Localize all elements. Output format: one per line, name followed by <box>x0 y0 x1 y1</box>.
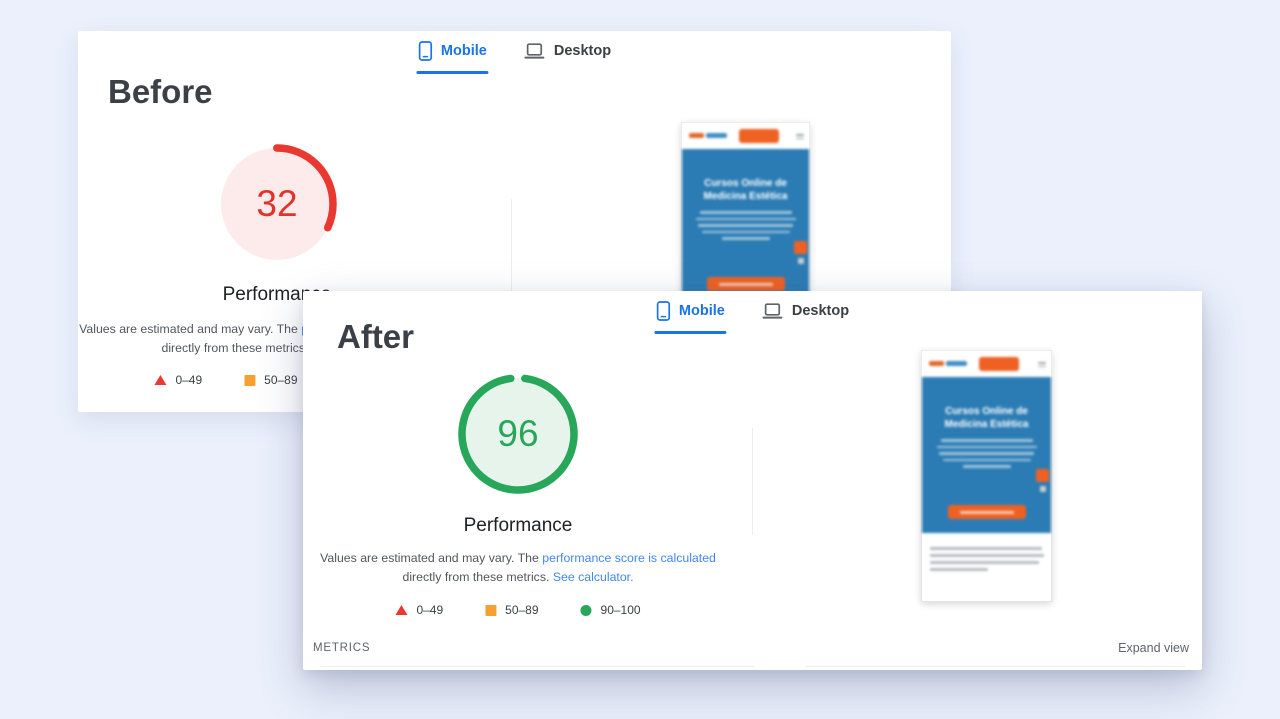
page-screenshot-thumbnail: Cursos Online de Medicina Estética <box>921 350 1052 602</box>
thumbnail-header-button <box>739 129 779 143</box>
metrics-divider-left <box>320 666 755 667</box>
gauge-fill-circle <box>462 378 574 490</box>
disclaimer-line-1: Values are estimated and may vary. The p… <box>320 551 716 565</box>
legend-pass: 90–100 <box>580 603 641 617</box>
performance-gauge: 32 <box>215 142 339 266</box>
legend-average: 50–89 <box>485 603 539 617</box>
thumbnail-header-button <box>979 357 1019 371</box>
thumbnail-close-icon <box>798 258 804 264</box>
section-divider <box>511 199 512 291</box>
average-square-icon <box>244 374 256 386</box>
page-title: After <box>337 318 415 355</box>
thumbnail-hero-section: Cursos Online de Medicina Estética <box>682 149 809 305</box>
thumbnail-site-header <box>682 123 809 149</box>
legend-average: 50–89 <box>244 373 298 387</box>
performance-label: Performance <box>463 515 573 536</box>
expand-view-button[interactable]: Expand view <box>1118 641 1189 655</box>
tab-mobile-label: Mobile <box>678 303 725 319</box>
metrics-divider-right <box>805 666 1185 667</box>
tab-mobile[interactable]: Mobile <box>653 301 727 334</box>
thumbnail-hero-title: Cursos Online de Medicina Estética <box>944 406 1029 430</box>
performance-score: 96 <box>497 413 539 454</box>
performance-gauge: 96 <box>456 372 580 496</box>
device-tabs: Mobile Desktop <box>415 41 613 74</box>
thumbnail-floating-badge <box>1036 469 1049 482</box>
average-square-icon <box>485 604 497 616</box>
metrics-footer: METRICS Expand view <box>313 641 1189 655</box>
thumbnail-floating-badge <box>794 241 807 254</box>
gauge-fill-circle <box>221 148 333 260</box>
fail-triangle-icon <box>154 375 167 385</box>
performance-score-link[interactable]: performance score is calculated <box>542 551 716 565</box>
mobile-phone-icon <box>418 41 432 61</box>
thumbnail-hero-section: Cursos Online de Medicina Estética <box>922 377 1051 533</box>
tab-desktop-label: Desktop <box>791 303 850 319</box>
metrics-section-label: METRICS <box>313 642 371 654</box>
thumbnail-text-skeleton <box>682 211 809 244</box>
thumbnail-logo <box>689 133 704 138</box>
legend-fail: 0–49 <box>395 603 443 617</box>
tab-desktop[interactable]: Desktop <box>523 41 613 74</box>
legend-fail-label: 0–49 <box>175 373 203 387</box>
performance-score: 32 <box>256 183 298 224</box>
thumbnail-footer-text-skeleton <box>930 547 1044 575</box>
thumbnail-cta-button <box>947 505 1026 519</box>
active-tab-underline <box>653 331 727 334</box>
see-calculator-link[interactable]: See calculator. <box>552 570 634 584</box>
thumbnail-logo <box>706 133 727 138</box>
thumbnail-site-header <box>922 351 1051 377</box>
thumbnail-close-icon <box>1040 486 1046 492</box>
page-title: Before <box>108 73 213 110</box>
thumbnail-logo <box>946 361 967 366</box>
score-disclaimer: Values are estimated and may vary. The p… <box>303 549 738 587</box>
legend-fail-label: 0–49 <box>416 603 444 617</box>
fail-triangle-icon <box>395 605 408 615</box>
thumbnail-cta-button <box>706 277 785 291</box>
legend-pass-label: 90–100 <box>600 603 641 617</box>
legend-average-label: 50–89 <box>264 373 298 387</box>
gauge-arc <box>458 374 578 494</box>
desktop-laptop-icon <box>524 42 545 59</box>
active-tab-underline <box>415 71 489 74</box>
thumbnail-menu-icon <box>796 134 804 141</box>
tab-mobile[interactable]: Mobile <box>415 41 489 74</box>
thumbnail-hero-title: Cursos Online de Medicina Estética <box>703 178 788 202</box>
section-divider <box>752 428 753 535</box>
gauge-arc <box>217 144 337 264</box>
tab-desktop-label: Desktop <box>553 43 612 59</box>
legend-average-label: 50–89 <box>505 603 539 617</box>
mobile-phone-icon <box>656 301 670 321</box>
after-report-card: Mobile Desktop After 96 Performance Valu… <box>303 291 1202 670</box>
thumbnail-menu-icon <box>1038 362 1046 369</box>
pass-circle-icon <box>580 604 592 616</box>
thumbnail-logo <box>929 361 944 366</box>
legend-fail: 0–49 <box>154 373 202 387</box>
tab-mobile-label: Mobile <box>440 43 487 59</box>
disclaimer-line-2: directly from these metrics. See calcula… <box>402 570 634 584</box>
device-tabs: Mobile Desktop <box>653 301 851 334</box>
desktop-laptop-icon <box>762 302 783 319</box>
score-legend: 0–49 50–89 90–100 <box>395 603 641 617</box>
tab-desktop[interactable]: Desktop <box>761 301 851 334</box>
thumbnail-text-skeleton <box>922 439 1051 472</box>
